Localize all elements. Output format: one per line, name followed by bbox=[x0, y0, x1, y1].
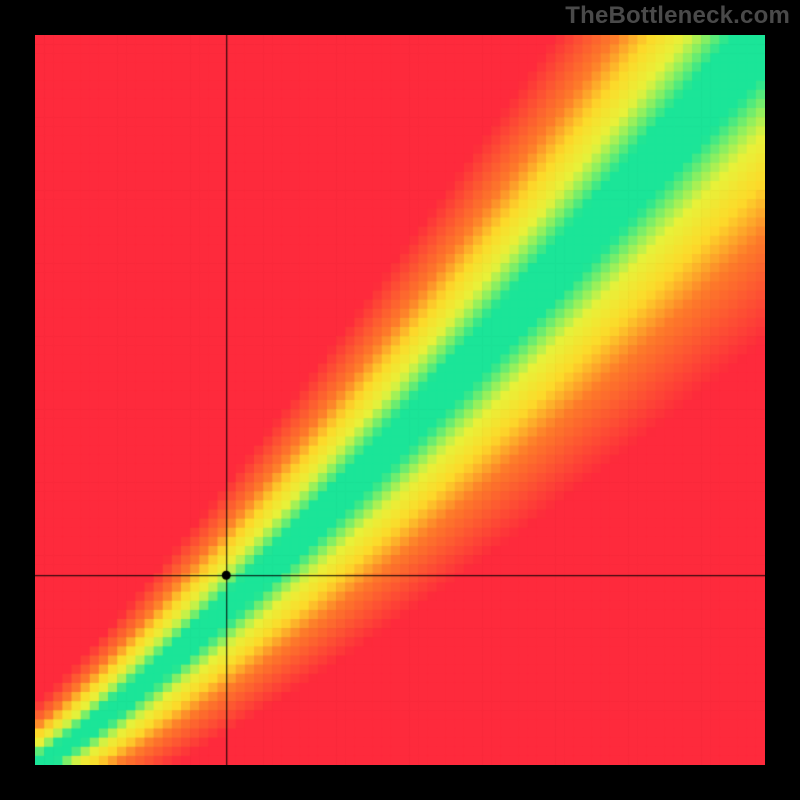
watermark-text: TheBottleneck.com bbox=[565, 2, 790, 30]
bottleneck-heatmap bbox=[35, 35, 765, 765]
plot-area bbox=[35, 35, 765, 765]
chart-container: TheBottleneck.com bbox=[0, 0, 800, 800]
